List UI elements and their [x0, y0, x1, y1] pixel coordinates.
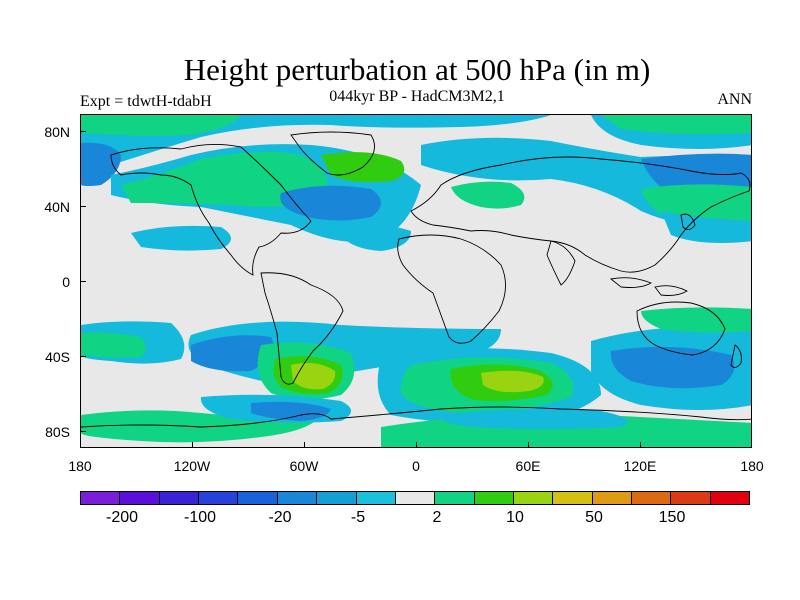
- lon-tick: [416, 442, 417, 448]
- colorbar-label: 50: [585, 509, 603, 526]
- colorbar-label: -5: [350, 509, 366, 526]
- map-panel: [80, 114, 752, 448]
- coast-south-america: [260, 272, 344, 385]
- lon-label-0: 0: [412, 458, 420, 474]
- coast-indonesia: [609, 277, 688, 296]
- coast-india: [546, 240, 576, 286]
- coast-greenland: [290, 131, 376, 176]
- coast-japan: [680, 213, 696, 230]
- colorbar-swatch: [553, 492, 593, 504]
- lat-tick: [80, 131, 86, 132]
- coastlines: [81, 131, 751, 428]
- contour-blue-antarctic-west: [251, 401, 331, 421]
- lon-label-180e: 180: [740, 458, 764, 474]
- lon-tick: [192, 442, 193, 448]
- map-contours: [81, 115, 751, 447]
- colorbar-swatch: [120, 492, 160, 504]
- coast-africa: [397, 234, 506, 344]
- colorbar-swatch: [356, 492, 396, 504]
- contour-yellowgreen-south-indian: [481, 370, 544, 393]
- coast-north-america: [110, 144, 312, 276]
- colorbar-label: 10: [506, 509, 524, 526]
- colorbar-swatch: [81, 492, 121, 504]
- lon-label-180w: 180: [68, 458, 92, 474]
- contour-lightblue-mid-atlantic: [341, 223, 411, 251]
- colorbar: [80, 491, 750, 505]
- colorbar-swatch: [435, 492, 475, 504]
- lat-label-80s: 80S: [45, 424, 70, 440]
- contour-lightblue-west-pacific: [661, 211, 751, 243]
- colorbar-label: -20: [268, 509, 292, 526]
- coast-australia: [636, 301, 726, 356]
- contour-lightgreen-central-asia: [451, 181, 525, 209]
- lon-label-120e: 120E: [623, 458, 657, 474]
- colorbar-label: 2: [432, 509, 442, 526]
- lon-tick: [528, 442, 529, 448]
- lat-tick: [80, 356, 86, 357]
- colorbar-swatch: [632, 492, 672, 504]
- colorbar-swatch: [395, 492, 436, 504]
- contour-yellowgreen-south-america: [291, 363, 336, 390]
- coast-eurasia: [410, 156, 751, 273]
- contour-lightgreen-arctic: [81, 115, 241, 136]
- contour-lightblue-antarctic-east: [440, 408, 628, 429]
- colorbar-swatch: [710, 492, 750, 504]
- lon-label-60w: 60W: [289, 458, 319, 474]
- coast-antarctica: [81, 406, 751, 428]
- lat-label-40s: 40S: [45, 349, 70, 365]
- lat-tick: [80, 206, 86, 207]
- colorbar-swatch: [474, 492, 514, 504]
- contour-blue-atlantic: [280, 185, 381, 221]
- contour-lightgreen-north-east: [601, 115, 751, 135]
- contour-lightgreen-na: [121, 151, 328, 207]
- colorbar-label: 150: [658, 509, 686, 526]
- lon-tick: [640, 442, 641, 448]
- contour-lightblue-east-pacific: [131, 225, 231, 251]
- colorbar-swatch: [277, 492, 318, 504]
- colorbar-swatch: [238, 492, 278, 504]
- lon-label-60e: 60E: [515, 458, 541, 474]
- colorbar-swatch: [592, 492, 633, 504]
- contour-blue-southeast: [610, 346, 735, 389]
- colorbar-swatch: [199, 492, 239, 504]
- colorbar-swatch: [159, 492, 200, 504]
- colorbar-swatch: [513, 492, 554, 504]
- contour-blue-south-mid: [191, 335, 274, 372]
- experiment-label: Expt = tdwtH-tdabH: [80, 93, 212, 110]
- colorbar-swatch: [671, 492, 711, 504]
- plot-title: Height perturbation at 500 hPa (in m): [183, 52, 651, 87]
- lon-tick: [304, 442, 305, 448]
- lat-tick: [80, 281, 86, 282]
- colorbar-swatch: [317, 492, 357, 504]
- lat-label-40n: 40N: [44, 199, 70, 215]
- colorbar-label: -200: [105, 509, 139, 526]
- coast-new-zealand: [730, 344, 742, 368]
- lat-tick: [80, 431, 86, 432]
- lat-label-0: 0: [62, 274, 70, 290]
- season-label: ANN: [717, 91, 752, 108]
- lat-label-80n: 80N: [44, 124, 70, 140]
- colorbar-label: -100: [183, 509, 217, 526]
- contour-lightgreen-south-pacific: [81, 332, 146, 358]
- lon-label-120w: 120W: [173, 458, 211, 474]
- plot-subtitle: 044kyr BP - HadCM3M2,1: [329, 88, 505, 105]
